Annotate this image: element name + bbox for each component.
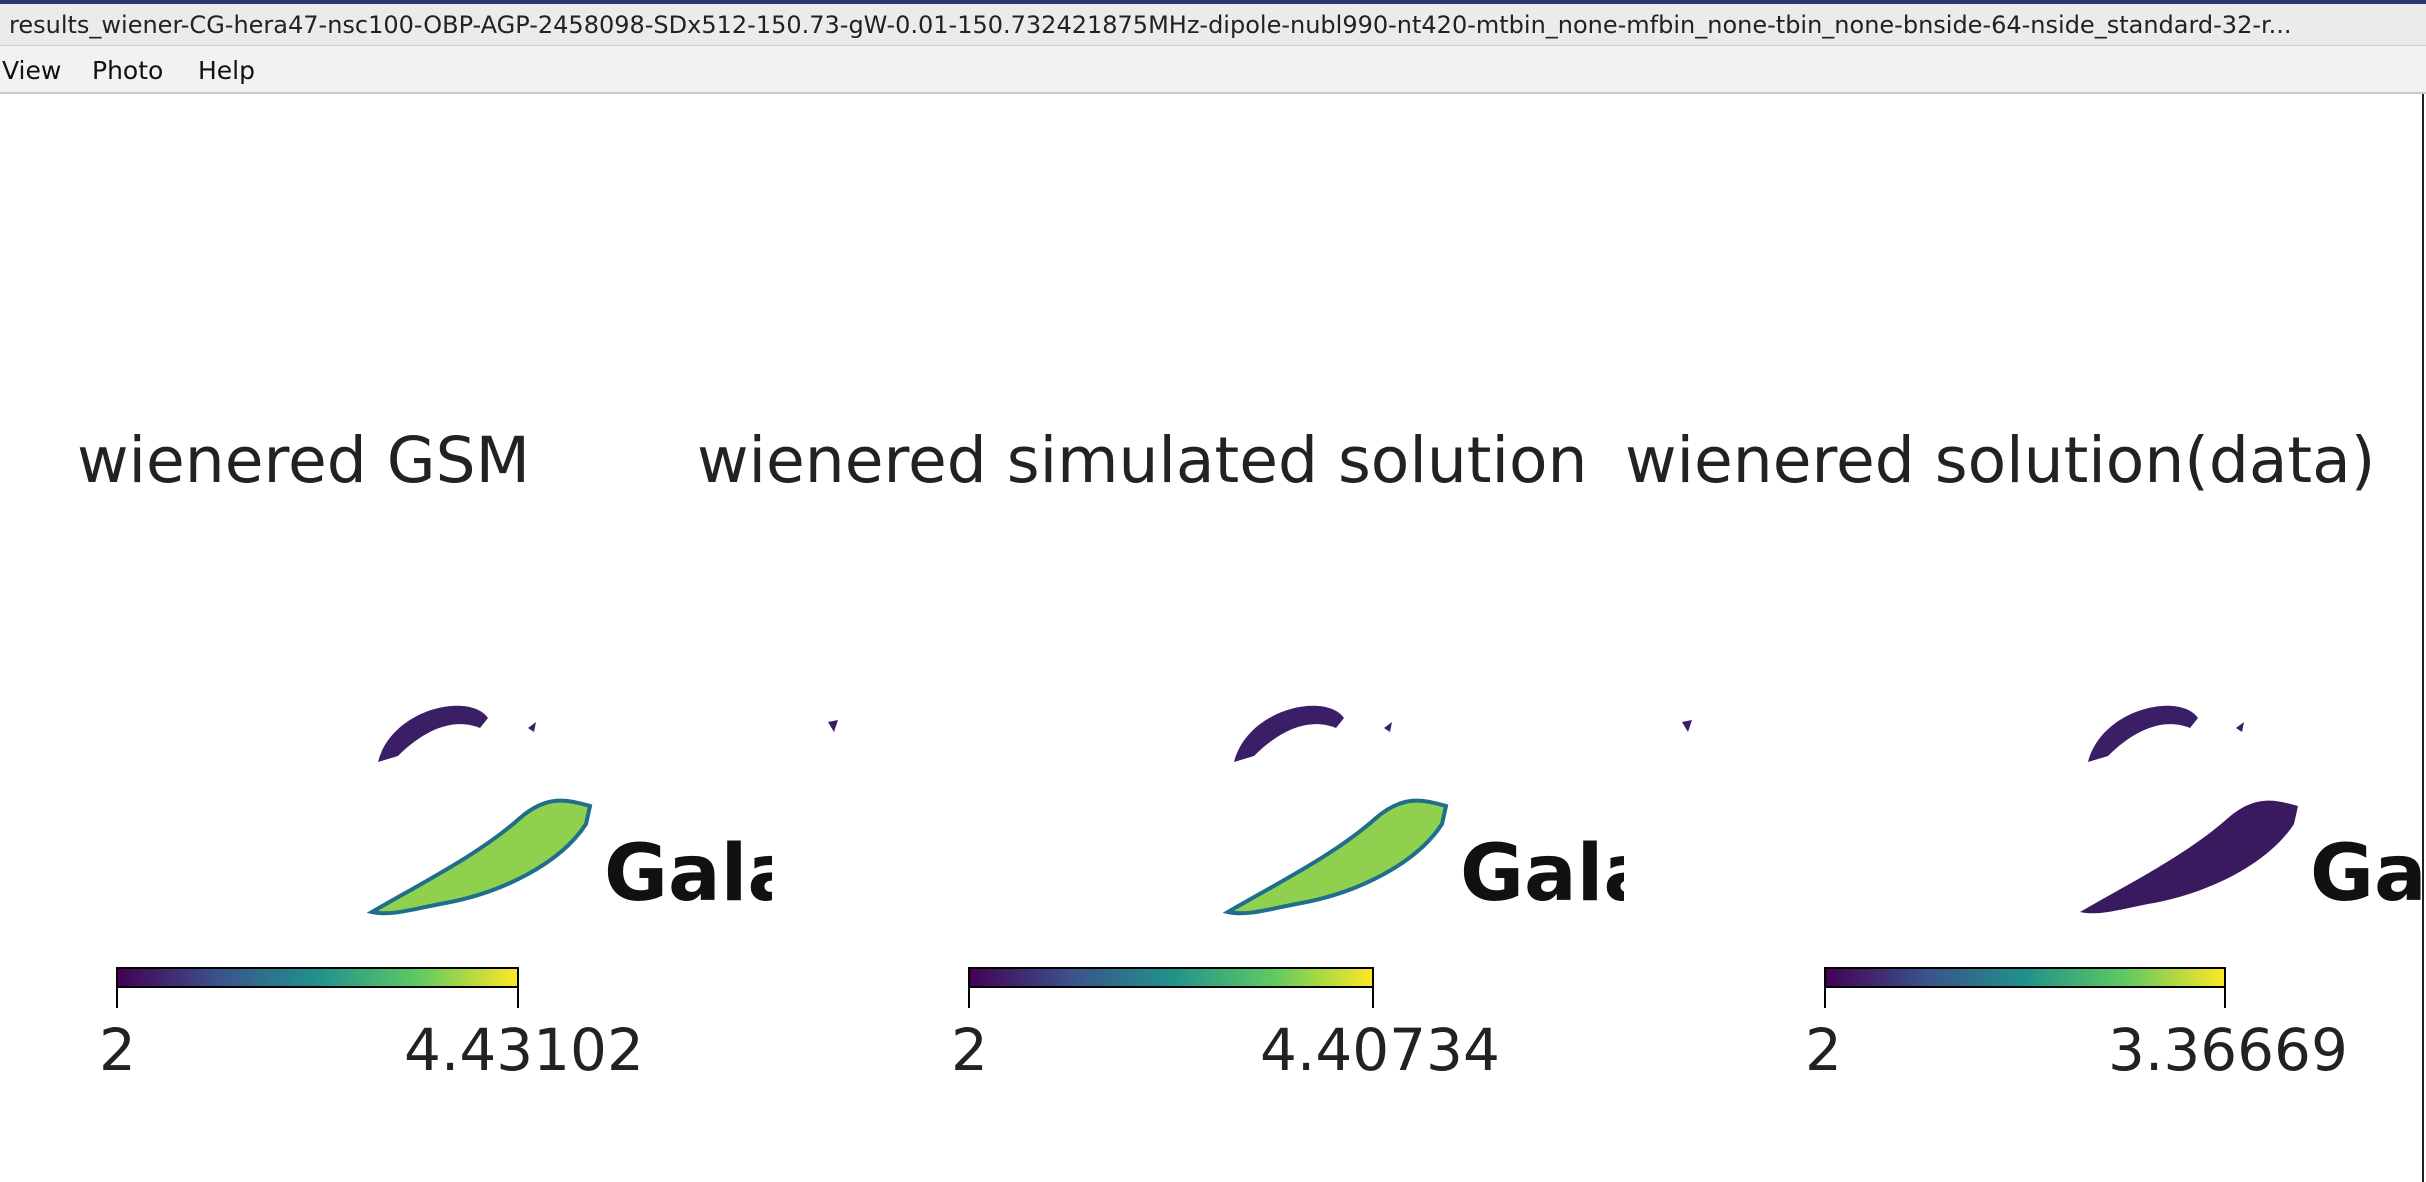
sky-arc-gsm — [366, 798, 593, 916]
colorbar-gsm — [116, 967, 519, 988]
colorbar-min-label-gsm: 2 — [99, 1016, 136, 1084]
sky-blob-sim — [1234, 705, 1344, 762]
menu-photo[interactable]: Photo — [92, 56, 164, 85]
colorbar-tick-max-data — [2224, 988, 2226, 1008]
menu-view[interactable]: View — [2, 56, 62, 85]
colorbar-max-label-data: 3.36669 — [2108, 1016, 2348, 1084]
colorbar-max-label-simulated: 4.40734 — [1260, 1016, 1500, 1084]
colorbar-tick-min-data — [1824, 988, 1826, 1008]
window-title: results_wiener-CG-hera47-nsc100-OBP-AGP-… — [9, 11, 2292, 39]
sky-blob-data — [2088, 705, 2198, 762]
menu-bar: View Photo Help — [0, 46, 2426, 94]
colorbar-tick-max-gsm — [517, 988, 519, 1008]
window-titlebar: results_wiener-CG-hera47-nsc100-OBP-AGP-… — [0, 0, 2426, 46]
image-viewer-canvas[interactable]: wienered GSM Gala 2 4.43102 wienered sim… — [0, 94, 2424, 1182]
sky-speck-gsm — [528, 722, 536, 732]
sky-speck-data — [2236, 722, 2244, 732]
sky-map-gsm — [366, 705, 2298, 916]
colorbar-data — [1824, 967, 2226, 988]
sky-speck-sim — [1384, 722, 1392, 732]
galactic-label-data: Ga — [2310, 829, 2424, 919]
sky-speck-sim-edge — [1682, 720, 1692, 732]
sky-blob-gsm — [378, 705, 488, 762]
galactic-label-gsm: Gala — [604, 829, 772, 919]
panel-title-gsm: wienered GSM — [77, 424, 530, 497]
colorbar-tick-min-gsm — [116, 988, 118, 1008]
colorbar-simulated — [968, 967, 1374, 988]
panel-title-simulated: wienered simulated solution — [697, 424, 1588, 497]
panel-title-data: wienered solution(data) — [1625, 424, 2376, 497]
colorbar-tick-max-simulated — [1372, 988, 1374, 1008]
colorbar-max-label-gsm: 4.43102 — [404, 1016, 644, 1084]
sky-speck-gsm-edge — [828, 720, 838, 732]
menu-help[interactable]: Help — [198, 56, 255, 85]
colorbar-tick-min-simulated — [968, 988, 970, 1008]
sky-arc-sim — [1222, 798, 1449, 916]
galactic-label-simulated: Gala — [1460, 829, 1624, 919]
colorbar-min-label-data: 2 — [1805, 1016, 1842, 1084]
sky-arc-data — [2080, 800, 2298, 914]
colorbar-min-label-simulated: 2 — [951, 1016, 988, 1084]
